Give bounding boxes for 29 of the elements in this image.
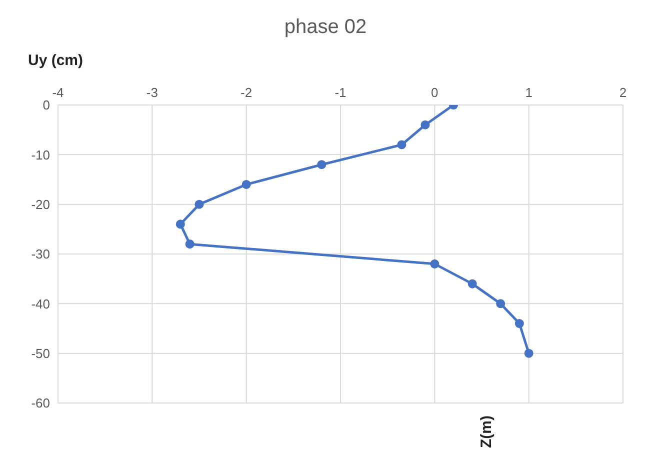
point — [496, 299, 506, 308]
point — [185, 240, 194, 249]
y-tick-label: -10 — [31, 147, 50, 162]
point — [194, 200, 204, 209]
y-tick-label: -50 — [31, 346, 50, 361]
x-tick-label: -2 — [240, 85, 252, 100]
x-tick-label: 0 — [431, 85, 438, 100]
y-tick-label: -30 — [31, 246, 50, 262]
x-tick-label: -3 — [146, 85, 158, 100]
point — [524, 348, 534, 358]
point — [176, 220, 185, 229]
point — [430, 259, 440, 268]
y-tick-label: -60 — [31, 396, 50, 411]
y-tick-label: -20 — [31, 196, 50, 212]
y-tick-label: 0 — [42, 98, 50, 113]
x-tick-label: -1 — [334, 85, 346, 100]
chart-title: phase 02 — [283, 16, 368, 39]
point — [514, 319, 524, 328]
point — [242, 180, 251, 189]
point — [397, 140, 406, 150]
x-axis-title: Uy (cm) — [28, 52, 84, 69]
x-tick-label: -4 — [52, 85, 64, 100]
point — [468, 279, 477, 288]
point — [317, 160, 326, 170]
point — [420, 120, 430, 130]
y-axis-title: Z(m) — [478, 416, 495, 448]
x-tick-label: 2 — [619, 85, 627, 100]
x-tick-label: 1 — [525, 85, 532, 100]
y-tick-label: -40 — [31, 296, 50, 312]
